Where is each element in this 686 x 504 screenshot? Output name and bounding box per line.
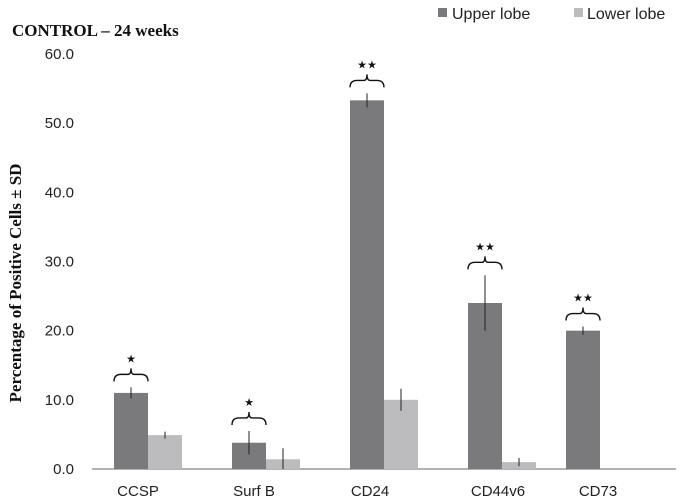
significance-stars: ★★ <box>475 240 495 253</box>
y-tick-label: 40.0 <box>45 184 74 201</box>
y-tick-label: 60.0 <box>45 46 74 63</box>
significance-stars: ★ <box>244 396 254 409</box>
x-tick-label: Surf B <box>233 483 275 500</box>
bar-upper-cd73 <box>566 330 600 469</box>
significance-brace <box>231 411 267 425</box>
y-axis-label: Percentage of Positive Cells ± SD <box>6 164 25 403</box>
legend-label-upper-lobe: Upper lobe <box>452 6 530 23</box>
significance-markers: ★★★★★★★★ <box>113 58 601 425</box>
significance-brace <box>349 74 385 88</box>
legend-swatch-upper-lobe <box>438 8 447 17</box>
legend-swatch-lower-lobe <box>574 8 583 17</box>
x-tick-label: CD73 <box>579 483 617 500</box>
bars <box>114 93 600 469</box>
significance-stars: ★★ <box>573 292 593 305</box>
legend: Upper lobe Lower lobe <box>438 6 665 23</box>
y-tick-label: 50.0 <box>45 115 74 132</box>
x-axis-categories: CCSP Surf B CD24 CD44v6 CD73 <box>117 483 617 500</box>
significance-stars: ★★ <box>357 58 377 71</box>
significance-brace <box>113 368 149 382</box>
x-tick-label: CD24 <box>351 483 389 500</box>
chart-title: CONTROL – 24 weeks <box>12 21 179 40</box>
y-tick-label: 20.0 <box>45 323 74 340</box>
x-tick-label: CD44v6 <box>471 483 525 500</box>
significance-stars: ★ <box>126 352 136 365</box>
significance-brace <box>467 256 503 270</box>
legend-label-lower-lobe: Lower lobe <box>587 6 665 23</box>
bar-lower-cd24 <box>384 399 418 469</box>
y-axis-ticks: 0.0 10.0 20.0 30.0 40.0 50.0 60.0 <box>45 46 74 478</box>
bar-upper-cd24 <box>350 100 384 469</box>
significance-brace <box>565 307 601 321</box>
bar-lower-ccsp <box>148 435 182 469</box>
x-tick-label: CCSP <box>117 483 159 500</box>
bar-upper-ccsp <box>114 392 148 469</box>
y-tick-label: 10.0 <box>45 392 74 409</box>
y-tick-label: 30.0 <box>45 254 74 271</box>
y-tick-label: 0.0 <box>53 461 74 478</box>
